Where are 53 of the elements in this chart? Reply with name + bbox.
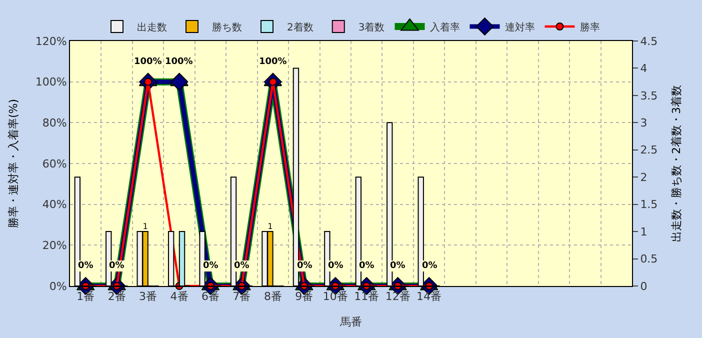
data-label: 100% xyxy=(134,57,162,67)
y2-tick-label: 4.5 xyxy=(640,34,658,48)
legend-label: 勝率 xyxy=(580,21,600,34)
data-label: 0% xyxy=(234,261,250,271)
legend-label: 勝ち数 xyxy=(212,21,242,34)
data-label: 0% xyxy=(203,261,218,271)
y-axis-title: 勝率・連対率・入着率(%) xyxy=(6,98,20,228)
y-tick-label: 120% xyxy=(35,34,67,48)
data-label: 0% xyxy=(297,261,312,271)
y2-tick-label: 1.5 xyxy=(640,198,658,212)
x-tick-label: 14番 xyxy=(416,290,442,304)
y2-tick-label: 2.5 xyxy=(640,144,658,157)
y2-tick-label: 0 xyxy=(640,280,648,293)
x-axis-title: 馬番 xyxy=(339,315,362,328)
y-tick-label: 60% xyxy=(42,157,67,170)
legend-label: 出走数 xyxy=(137,21,167,34)
y2-tick-label: 4 xyxy=(640,62,648,76)
y-tick-label: 0% xyxy=(49,280,67,293)
x-tick-label: 9番 xyxy=(295,290,314,304)
data-label: 0% xyxy=(390,261,406,271)
x-tick-label: 8番 xyxy=(264,290,282,304)
data-label: 0% xyxy=(328,261,344,271)
y2-tick-label: 1 xyxy=(640,225,648,238)
y2-tick-label: 3 xyxy=(640,116,648,130)
x-tick-label: 12番 xyxy=(385,290,410,304)
x-tick-label: 6番 xyxy=(202,290,220,304)
data-label: 0% xyxy=(78,261,94,271)
data-label: 100% xyxy=(259,57,287,67)
x-tick-label: 11番 xyxy=(354,290,380,304)
data-label: 0% xyxy=(359,261,374,271)
legend-label: 入着率 xyxy=(430,21,460,34)
data-label: 0% xyxy=(422,261,438,271)
x-tick-label: 10番 xyxy=(322,290,348,304)
y2-tick-label: 0.5 xyxy=(640,252,658,266)
data-label: 1 xyxy=(142,221,148,232)
x-tick-label: 3番 xyxy=(139,290,158,304)
x-tick-label: 4番 xyxy=(170,290,188,304)
data-label: 100% xyxy=(165,57,193,67)
legend-label: 連対率 xyxy=(504,21,535,34)
x-tick-label: 1番 xyxy=(76,290,95,304)
legend-label: 3着数 xyxy=(358,21,385,34)
data-label: 0% xyxy=(109,261,124,271)
y-tick-label: 100% xyxy=(35,76,67,89)
y2-tick-label: 3.5 xyxy=(640,89,658,102)
data-label: 1 xyxy=(268,221,273,232)
x-tick-label: 7番 xyxy=(232,290,251,304)
y2-tick-label: 2 xyxy=(640,170,648,184)
x-tick-label: 2番 xyxy=(108,290,126,304)
y2-axis-title: 出走数・勝ち数・2着数・3着数 xyxy=(670,85,683,242)
legend-label: 2着数 xyxy=(287,21,314,34)
y-tick-label: 80% xyxy=(42,116,67,130)
y-tick-label: 20% xyxy=(42,239,67,252)
y-tick-label: 40% xyxy=(42,198,67,212)
